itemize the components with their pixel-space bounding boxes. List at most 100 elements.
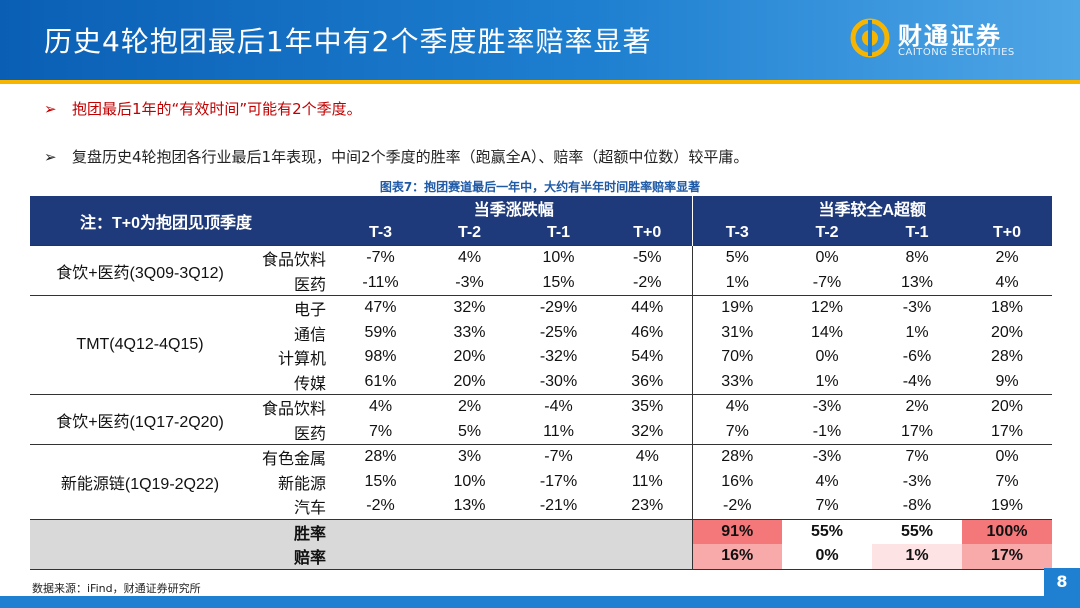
group-header-excess: 当季较全A超额 (691, 196, 1052, 221)
summary-label: 赔率 (250, 544, 336, 570)
sector-name: 计算机 (277, 351, 326, 369)
table-row: 新能源链(1Q19-2Q22) 有色金属 28% 3% -7% 4% 28% -… (30, 444, 1052, 519)
summary-cell: 17% (962, 544, 1052, 570)
table-cell: 70% (691, 345, 782, 370)
table-cell: 28% (336, 444, 425, 470)
table-cell: -3% (872, 295, 962, 321)
table-cell: 7% (872, 444, 962, 470)
table-cell: 3% (425, 444, 514, 470)
column-header: T-2 (425, 220, 514, 246)
column-header: T-1 (514, 220, 603, 246)
slide-title: 历史4轮抱团最后1年中有2个季度胜率赔率显著 (44, 25, 652, 58)
table-cell: -25% (539, 323, 578, 341)
group-header-return: 当季涨跌幅 (336, 196, 692, 221)
summary-cell: 1% (872, 544, 962, 570)
summary-cell: 0% (782, 544, 872, 570)
table-cell: 4% (603, 444, 692, 470)
table-cell: 4% (815, 472, 839, 490)
summary-spacer (336, 544, 692, 570)
table-cell: 9% (995, 372, 1019, 390)
table-cell: 4% (691, 394, 782, 420)
table-cell: 0% (782, 245, 872, 271)
table-row: 通信 59% 33% -25% 46% 31% 14% 1% 20% (30, 320, 1052, 345)
table-cell: -17% (539, 472, 578, 490)
table-cell: 14% (810, 323, 844, 341)
column-header: T-3 (691, 220, 782, 246)
table-cell: 4% (995, 273, 1019, 291)
table-cell: 36% (631, 372, 664, 390)
table-cell: 16% (691, 469, 782, 494)
table-cell: -4% (514, 394, 603, 420)
title-bar: 历史4轮抱团最后1年中有2个季度胜率赔率显著 财通证券 CAITONG SECU… (0, 0, 1080, 80)
bullet-point-2: ➢ 复盘历史4轮抱团各行业最后1年表现，中间2个季度的胜率（跑赢全A）、赔率（超额… (44, 146, 748, 167)
sector-name: 传媒 (293, 375, 326, 393)
table-cell: 28% (691, 444, 782, 470)
table-cell: 2% (872, 394, 962, 420)
table-cell: -30% (539, 372, 578, 390)
group-name: 食饮+医药(3Q09-3Q12) (30, 245, 250, 296)
table-cell: -6% (902, 348, 932, 366)
caitong-logo-icon (850, 18, 890, 58)
table-cell: 20% (990, 323, 1024, 341)
table-row: 新能源 15% 10% -17% 11% 16% 4% -3% 7% (30, 469, 1052, 494)
table-cell: -2% (366, 497, 395, 515)
group-name: 新能源链(1Q19-2Q22) (30, 444, 250, 519)
summary-spacer (30, 518, 250, 544)
table-cell: -7% (812, 273, 842, 291)
page-number: 8 (1044, 568, 1080, 596)
summary-cell: 91% (691, 518, 782, 544)
table-cell: 13% (453, 497, 486, 515)
table-cell: -1% (812, 422, 842, 440)
table-cell: 1% (815, 372, 839, 390)
summary-cell: 55% (782, 518, 872, 544)
table-cell: -3% (782, 394, 872, 420)
table-cell: 17% (990, 422, 1024, 440)
sector-name: 食品饮料 (250, 245, 336, 271)
table-cell: -5% (603, 245, 692, 271)
table-cell: -3% (782, 444, 872, 470)
table-cell: 23% (631, 497, 664, 515)
bullet-text: 抱团最后1年的“有效时间”可能有2个季度。 (72, 100, 362, 118)
table-cell: 1% (691, 270, 782, 296)
table-cell: 15% (364, 472, 397, 490)
arrow-bullet-icon: ➢ (44, 100, 57, 118)
table-cell: 7% (995, 472, 1019, 490)
table-cell: -7% (514, 444, 603, 470)
table-row: 计算机 98% 20% -32% 54% 70% 0% -6% 28% (30, 345, 1052, 370)
column-header: T-2 (782, 220, 872, 246)
table-cell: 19% (691, 295, 782, 321)
table-cell: -2% (633, 273, 662, 291)
column-header: T-3 (336, 220, 425, 246)
table-cell: 32% (631, 422, 664, 440)
table-cell: 4% (336, 394, 425, 420)
group-name: TMT(4Q12-4Q15) (30, 295, 250, 395)
table-cell: 7% (691, 419, 782, 445)
table-cell: 10% (453, 472, 486, 490)
table-cell: 4% (425, 245, 514, 271)
table-cell: 7% (815, 497, 839, 515)
table-cell: -32% (539, 348, 578, 366)
table-cell: -11% (362, 273, 399, 291)
table-cell: 7% (368, 422, 393, 440)
summary-row-odds: 赔率 16% 0% 1% 17% (30, 544, 1052, 570)
table-cell: 13% (900, 273, 934, 291)
summary-cell: 55% (872, 518, 962, 544)
table-cell: 54% (631, 348, 664, 366)
table-cell: 5% (457, 422, 482, 440)
table-note: 注：T+0为抱团见顶季度 (30, 196, 336, 246)
sector-name: 有色金属 (250, 444, 336, 470)
table-cell: 0% (815, 348, 839, 366)
table-cell: 46% (631, 323, 664, 341)
table-row: 传媒 61% 20% -30% 36% 33% 1% -4% 9% (30, 369, 1052, 395)
table-cell: -21% (539, 497, 578, 515)
table-cell: 35% (603, 394, 692, 420)
table-cell: 2% (962, 245, 1052, 271)
table-cell: 20% (453, 348, 486, 366)
table-cell: -4% (902, 372, 932, 390)
table-row: TMT(4Q12-4Q15) 电子 47% 32% -29% 44% 19% 1… (30, 295, 1052, 395)
table-row: 医药 -11% -3% 15% -2% 1% -7% 13% 4% (30, 270, 1052, 296)
table-row: 食饮+医药(1Q17-2Q20) 食品饮料 4% 2% -4% 35% 4% -… (30, 394, 1052, 445)
table-cell: 2% (425, 394, 514, 420)
table-cell: 20% (453, 372, 486, 390)
summary-spacer (336, 518, 692, 544)
